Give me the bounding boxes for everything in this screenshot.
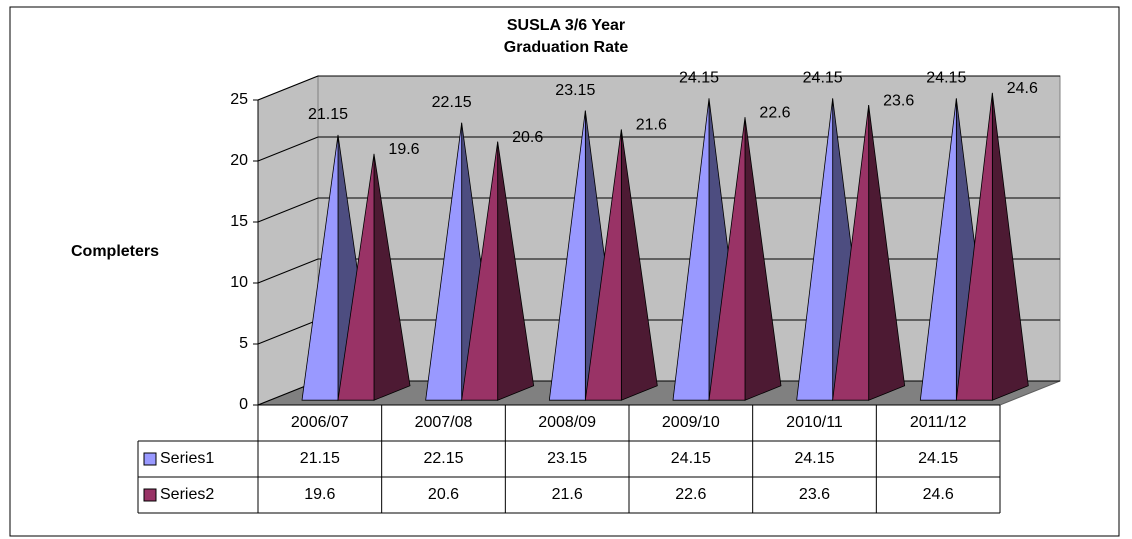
- pyramid-front: [584, 129, 622, 401]
- table-header: 2007/08: [415, 414, 473, 431]
- table-cell: 24.15: [671, 450, 711, 467]
- table-cell: 21.15: [300, 450, 340, 467]
- data-label: 21.15: [308, 106, 348, 123]
- data-label: 23.15: [555, 82, 595, 99]
- grid-line: [257, 136, 319, 162]
- chart-title: SUSLA 3/6 Year: [507, 17, 625, 34]
- table-cell: 22.15: [423, 450, 463, 467]
- pyramid-front: [708, 117, 746, 401]
- data-label: 22.6: [759, 104, 790, 121]
- pyramid-front: [337, 153, 375, 401]
- pyramid-front: [919, 98, 957, 401]
- y-axis-label: Completers: [71, 243, 159, 260]
- grid-line: [257, 258, 319, 284]
- y-tick-label: 0: [239, 396, 248, 413]
- table-header: 2010/11: [786, 414, 843, 431]
- pyramid-front: [461, 141, 499, 401]
- table-cell: 23.6: [799, 486, 830, 503]
- data-label: 19.6: [388, 141, 419, 158]
- legend-swatch: [143, 452, 157, 466]
- data-label: 21.6: [636, 117, 667, 134]
- data-label: 23.6: [883, 92, 914, 109]
- grid-line: [257, 197, 319, 223]
- grid-line: [257, 75, 319, 101]
- pyramid-front: [832, 105, 870, 401]
- data-label: 20.6: [512, 129, 543, 146]
- chart-title: Graduation Rate: [504, 39, 629, 56]
- legend-label: Series1: [160, 450, 214, 467]
- table-cell: 23.15: [547, 450, 587, 467]
- table-header: 2006/07: [291, 414, 349, 431]
- grid-line: [257, 319, 319, 345]
- legend-label: Series2: [160, 486, 214, 503]
- pyramid-front: [672, 98, 710, 401]
- y-tick-label: 5: [239, 335, 248, 352]
- y-tick-label: 25: [230, 91, 248, 108]
- table-cell: 22.6: [675, 486, 706, 503]
- table-cell: 20.6: [428, 486, 459, 503]
- table-header: 2011/12: [910, 414, 967, 431]
- pyramid-front: [955, 92, 993, 401]
- pyramid-front: [425, 122, 463, 401]
- data-label: 22.15: [432, 94, 472, 111]
- data-label: 24.15: [679, 70, 719, 87]
- data-label: 24.15: [803, 70, 843, 87]
- table-header: 2009/10: [662, 414, 720, 431]
- table-cell: 21.6: [552, 486, 583, 503]
- y-tick-label: 20: [230, 152, 248, 169]
- pyramid-front: [301, 134, 339, 401]
- pyramid-front: [548, 110, 586, 401]
- table-header: 2008/09: [538, 414, 596, 431]
- table-cell: 24.15: [918, 450, 958, 467]
- y-tick-label: 10: [230, 274, 248, 291]
- pyramid-front: [796, 98, 834, 401]
- table-cell: 24.6: [923, 486, 954, 503]
- data-label: 24.15: [926, 70, 966, 87]
- table-cell: 19.6: [304, 486, 335, 503]
- y-tick-label: 15: [230, 213, 248, 230]
- data-label: 24.6: [1007, 80, 1038, 97]
- legend-swatch: [143, 488, 157, 502]
- table-cell: 24.15: [794, 450, 834, 467]
